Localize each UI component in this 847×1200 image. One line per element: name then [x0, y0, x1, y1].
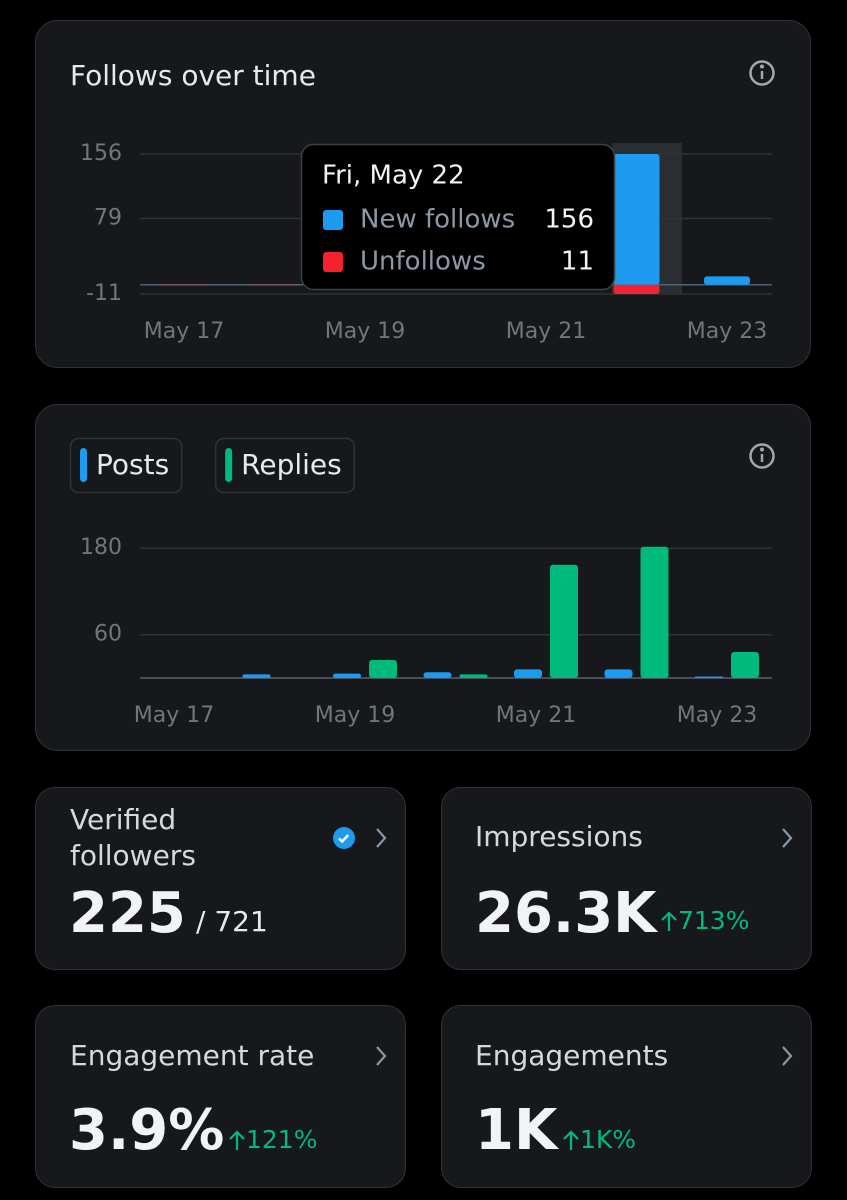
stat-value: 1K [475, 1098, 558, 1163]
stat-label: Impressions [475, 820, 643, 853]
legend-chip[interactable]: Replies [214, 437, 355, 494]
legend-box [69, 437, 183, 494]
bar [613, 284, 660, 294]
bar [459, 674, 488, 678]
legend-label: Posts [96, 448, 169, 481]
charts: Follows over time -11 79 156 May 17 May 19 Ma… [35, 20, 811, 751]
stat-change-text: 1K% [580, 1125, 637, 1154]
stat-value: 26.3K [475, 881, 657, 946]
bar [613, 154, 660, 285]
y-tick-label: 180 [80, 535, 122, 560]
tooltip-name: New follows [360, 205, 515, 235]
stat-label: Engagements [475, 1039, 669, 1072]
activity-card [35, 404, 811, 751]
bar [704, 276, 750, 285]
y-tick-label: 60 [94, 622, 122, 647]
x-tick-label: May 19 [315, 703, 395, 728]
x-tick-label: May 21 [496, 703, 576, 728]
up-arrow [229, 1129, 245, 1150]
bar [640, 546, 669, 678]
bar [161, 284, 207, 286]
tooltip-value: 156 [544, 205, 594, 235]
tooltip-swatch [323, 252, 343, 272]
up-arrow [661, 910, 677, 931]
tooltip-title: Fri, May 22 [322, 161, 465, 191]
stat-card[interactable]: Engagement rate 3.9% 121% [35, 1005, 406, 1188]
legend-label: Replies [241, 448, 342, 481]
x-tick-label: May 23 [677, 703, 757, 728]
stat-change-text: 713% [678, 906, 750, 935]
bar [423, 672, 452, 678]
tooltip-swatch [323, 210, 343, 230]
info-icon[interactable] [749, 443, 775, 469]
x-tick-label: May 17 [144, 319, 224, 344]
tooltip-box [300, 143, 616, 291]
legend-swatch [225, 448, 233, 482]
activity-chart: 60 180 May 17 May 19 May 21 May 23 Posts Replie… [69, 437, 772, 728]
tooltip: Fri, May 22 New follows 156 Unfollows 11 [300, 143, 616, 291]
chevron [782, 1046, 793, 1066]
tooltip-value: 11 [561, 247, 594, 277]
bar [604, 669, 633, 678]
x-tick-label: May 23 [687, 319, 767, 344]
stat-card[interactable]: Engagements 1K 1K% [441, 1005, 812, 1188]
bar [242, 674, 271, 678]
bar [695, 676, 723, 678]
bar [514, 669, 542, 678]
stat-change: 713% [660, 906, 749, 935]
stat-change: 121% [228, 1125, 317, 1154]
x-tick-label: May 19 [325, 319, 405, 344]
y-tick-label: 79 [94, 206, 122, 231]
y-tick-label: 156 [80, 141, 122, 166]
chevron [782, 828, 793, 848]
stat-card[interactable]: Verified followers 225 / 721 [35, 787, 406, 970]
follows-chart: -11 79 156 May 17 May 19 May 21 May 23 Fri, May… [80, 141, 772, 344]
legend-box [214, 437, 355, 494]
bar [251, 284, 298, 286]
stat-value: 3.9% [69, 1098, 225, 1163]
x-tick-label: May 17 [134, 703, 214, 728]
stat-label: Verified followers [70, 803, 196, 872]
stat-value: 225 [69, 881, 186, 946]
tooltip-name: Unfollows [360, 247, 486, 277]
bar [333, 673, 361, 678]
verified-badge [333, 827, 355, 849]
x-tick-label: May 21 [506, 319, 586, 344]
bar [369, 659, 397, 678]
stat-change-text: 121% [246, 1125, 318, 1154]
bar [731, 652, 759, 678]
y-tick-label: -11 [86, 281, 122, 306]
stat-card[interactable]: Impressions 26.3K 713% [441, 787, 812, 970]
chevron [376, 828, 387, 848]
legend-swatch [80, 448, 87, 482]
legend-chip[interactable]: Posts [69, 437, 183, 494]
info-icon[interactable] [749, 60, 775, 86]
chevron [376, 1046, 387, 1066]
stat-change: 1K% [562, 1125, 636, 1154]
stat-total: / 721 [196, 905, 268, 938]
bar [550, 564, 578, 678]
stat-label: Engagement rate [70, 1039, 315, 1072]
chart-title: Follows over time [70, 59, 316, 92]
up-arrow [563, 1129, 579, 1150]
